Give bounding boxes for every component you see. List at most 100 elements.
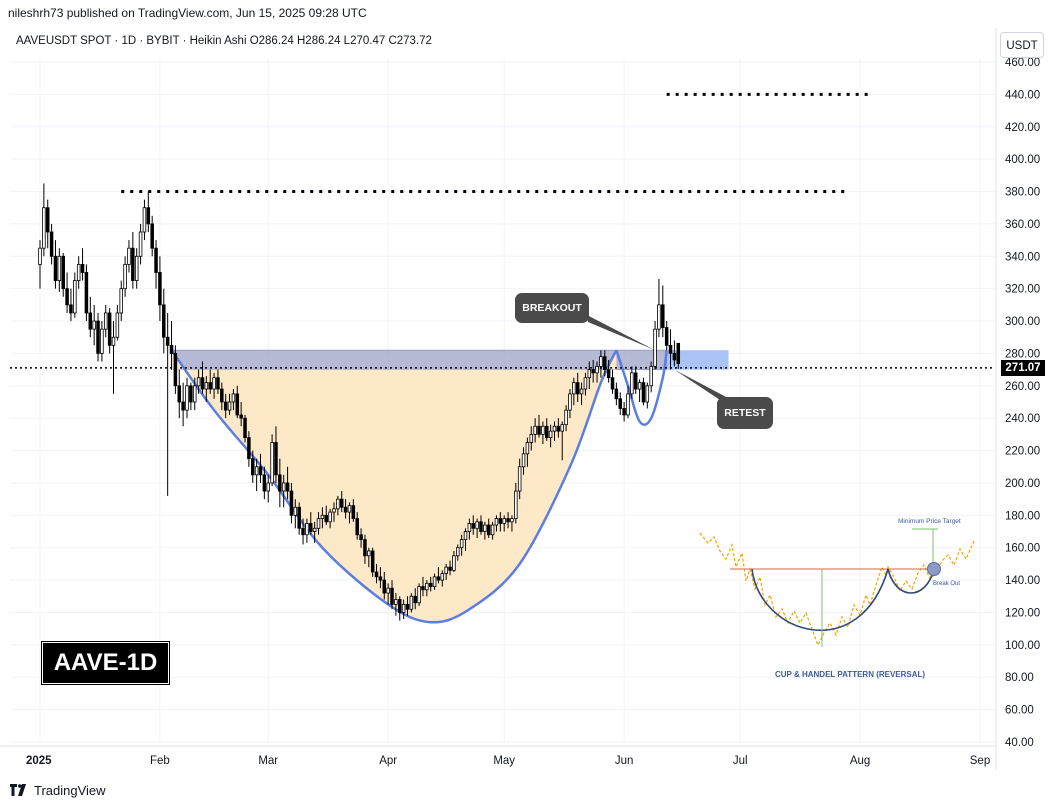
candle-body	[192, 385, 197, 403]
candle-body	[196, 377, 201, 387]
candle-body	[251, 458, 255, 476]
candle-body	[285, 482, 290, 492]
breakout-pointer	[585, 314, 656, 351]
candle-body	[510, 518, 514, 523]
candle-body	[378, 576, 383, 581]
candle-body	[208, 382, 212, 390]
candle-body	[185, 385, 189, 411]
candle-body	[459, 539, 464, 549]
candle-body	[641, 382, 646, 403]
candle-body	[223, 401, 228, 411]
candle-body	[57, 255, 62, 281]
candle-body	[115, 312, 120, 338]
candle-body	[262, 474, 267, 492]
candle-body	[339, 498, 344, 508]
candle-body	[220, 388, 224, 403]
symbol-legend[interactable]: AAVEUSDT SPOT · 1D · BYBIT · Heikin Ashi…	[16, 35, 432, 47]
candle-body	[301, 527, 305, 536]
candle-body	[297, 506, 301, 529]
candle-body	[69, 304, 73, 314]
candle-body	[529, 433, 534, 443]
candle-body	[672, 353, 677, 361]
price-tick-label: 460.00	[1005, 57, 1040, 69]
price-tick-label: 80.00	[1005, 672, 1034, 684]
time-tick-label: 2025	[26, 755, 52, 767]
candle-body	[560, 424, 564, 432]
candle-body	[409, 595, 414, 610]
candle-body	[320, 514, 325, 519]
candle-body	[351, 505, 356, 519]
candle-body	[328, 511, 332, 523]
currency-button[interactable]: USDT	[1000, 32, 1044, 58]
candle-body	[142, 207, 147, 233]
candle-body	[336, 498, 340, 510]
candle-body	[568, 393, 572, 411]
candle-body	[664, 327, 669, 346]
tradingview-logo[interactable]: TradingView	[10, 781, 106, 799]
candle-body	[564, 409, 568, 426]
candle-body	[498, 518, 503, 524]
candle-body	[452, 555, 456, 571]
price-tick-label: 260.00	[1005, 381, 1040, 393]
candle-body	[533, 425, 537, 435]
candle-body	[212, 377, 216, 390]
time-tick-label: Aug	[850, 755, 870, 767]
candle-body	[448, 566, 452, 571]
candle-body	[614, 388, 619, 400]
candle-body	[622, 408, 626, 416]
candle-body	[92, 320, 96, 330]
price-tick-label: 200.00	[1005, 478, 1040, 490]
retest-pointer	[674, 369, 728, 400]
candle-body	[239, 414, 243, 419]
candle-body	[645, 385, 650, 403]
price-axis[interactable]: 40.00 60.00 80.00 100.00 120.00 140.00 160.00 1…	[1005, 57, 1040, 749]
candle-body	[367, 550, 371, 557]
retest-label: RETEST	[717, 397, 773, 429]
price-tick-label: 240.00	[1005, 413, 1040, 425]
candle-body	[347, 505, 352, 513]
candle-body	[467, 523, 472, 532]
candle-body	[100, 328, 104, 354]
candle-body	[436, 576, 441, 581]
tradingview-logo-icon	[10, 784, 26, 796]
candle-body	[73, 280, 77, 314]
candle-body	[107, 312, 112, 346]
candle-body	[397, 599, 402, 613]
inset-target-label: Minimum Price Target	[898, 518, 961, 525]
candle-body	[309, 523, 313, 532]
candle-body	[483, 524, 487, 532]
candle-body	[661, 304, 665, 328]
candle-body	[189, 385, 193, 403]
candle-body	[587, 369, 592, 379]
candle-body	[111, 336, 116, 346]
candle-body	[181, 401, 185, 411]
candle-body	[38, 247, 42, 265]
symbol-tag: AAVE-1D	[42, 642, 169, 684]
price-tick-label: 100.00	[1005, 640, 1040, 652]
time-axis[interactable]: 2025 Feb Mar Apr May Jun Jul Aug Sep	[26, 755, 990, 767]
candle-body	[390, 587, 394, 605]
breakout-label: BREAKOUT	[515, 293, 589, 323]
candle-body	[471, 523, 476, 529]
candle-body	[123, 263, 127, 290]
candle-body	[405, 603, 410, 610]
candle-body	[162, 304, 166, 338]
candle-body	[104, 312, 108, 330]
candle-body	[363, 539, 367, 557]
candle-body	[216, 377, 220, 390]
candle-body	[486, 524, 491, 536]
candle-body	[127, 247, 131, 265]
cup-handle-inset-diagram: Minimum Price Target Break Out CUP & HANDE…	[699, 518, 975, 679]
candle-body	[165, 336, 170, 346]
candle-body	[119, 288, 123, 314]
price-tick-label: 340.00	[1005, 251, 1040, 263]
price-tick-label: 280.00	[1005, 348, 1040, 360]
candle-body	[603, 356, 607, 371]
candle-body	[65, 288, 69, 306]
candle-body	[610, 377, 615, 390]
candle-body	[53, 255, 58, 281]
price-zones	[171, 349, 729, 371]
candle-body	[243, 417, 247, 439]
candle-body	[293, 506, 298, 516]
